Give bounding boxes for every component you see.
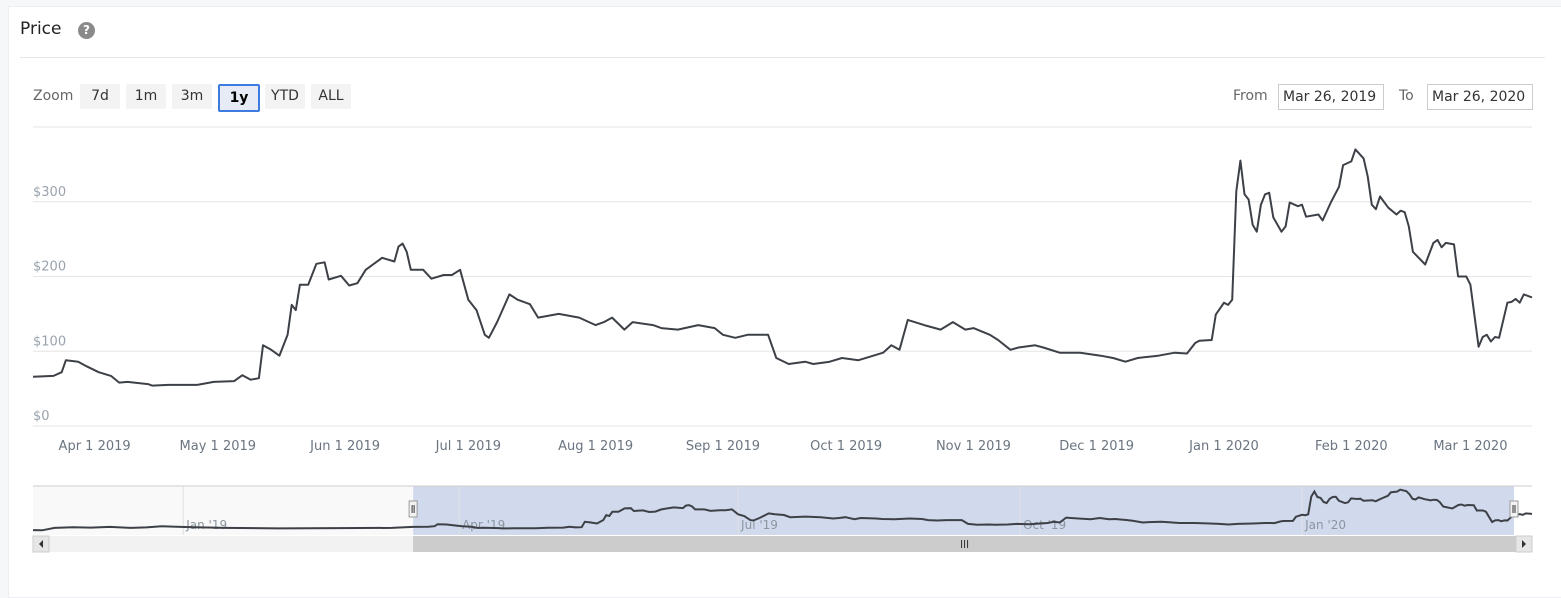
navigator-tick-label: Jan '19 xyxy=(185,518,227,532)
zoom-1m-button[interactable]: 1m xyxy=(126,84,166,109)
x-tick-label: May 1 2019 xyxy=(180,439,257,454)
navigator-tick-label: Jan '20 xyxy=(1304,518,1346,532)
price-line xyxy=(32,148,1533,387)
x-tick-label: Jul 1 2019 xyxy=(435,439,501,454)
y-tick-label: $200 xyxy=(33,260,66,275)
to-label: To xyxy=(1399,88,1414,104)
navigator-line xyxy=(32,488,1533,532)
arrow-left-icon xyxy=(39,540,43,548)
x-tick-label: Sep 1 2019 xyxy=(686,439,760,454)
navigator-tick-label: Apr '19 xyxy=(462,518,505,532)
from-date-input[interactable] xyxy=(1278,84,1384,110)
x-tick-label: Jun 1 2019 xyxy=(309,439,380,454)
x-tick-label: Dec 1 2019 xyxy=(1059,439,1134,454)
grip-handle-icon[interactable] xyxy=(1509,500,1519,518)
from-label: From xyxy=(1233,88,1268,104)
question-circle-icon[interactable]: ? xyxy=(78,22,95,39)
navigator-selection-mask[interactable] xyxy=(413,486,1515,535)
divider xyxy=(20,57,1545,58)
arrow-right-icon xyxy=(1522,540,1526,548)
grip-handle-icon[interactable] xyxy=(408,500,418,518)
y-tick-label: $100 xyxy=(33,334,66,349)
y-tick-label: $300 xyxy=(33,185,66,200)
y-tick-label: $0 xyxy=(33,409,50,424)
to-date-input[interactable] xyxy=(1427,84,1533,110)
x-tick-label: Jan 1 2020 xyxy=(1188,439,1259,454)
page-title: Price xyxy=(20,19,62,39)
zoom-3m-button[interactable]: 3m xyxy=(172,84,212,109)
zoom-7d-button[interactable]: 7d xyxy=(80,84,120,109)
navigator-tick-label: Jul '19 xyxy=(740,518,778,532)
x-tick-label: Apr 1 2019 xyxy=(59,439,131,454)
x-tick-label: Oct 1 2019 xyxy=(810,439,882,454)
zoom-1y-button[interactable]: 1y xyxy=(218,84,260,112)
x-tick-label: Feb 1 2020 xyxy=(1315,439,1388,454)
x-tick-label: Mar 1 2020 xyxy=(1433,439,1507,454)
zoom-ytd-button[interactable]: YTD xyxy=(265,84,305,109)
x-tick-label: Nov 1 2019 xyxy=(936,439,1011,454)
x-tick-label: Aug 1 2019 xyxy=(558,439,633,454)
zoom-label: Zoom xyxy=(33,88,74,104)
zoom-all-button[interactable]: ALL xyxy=(311,84,351,109)
